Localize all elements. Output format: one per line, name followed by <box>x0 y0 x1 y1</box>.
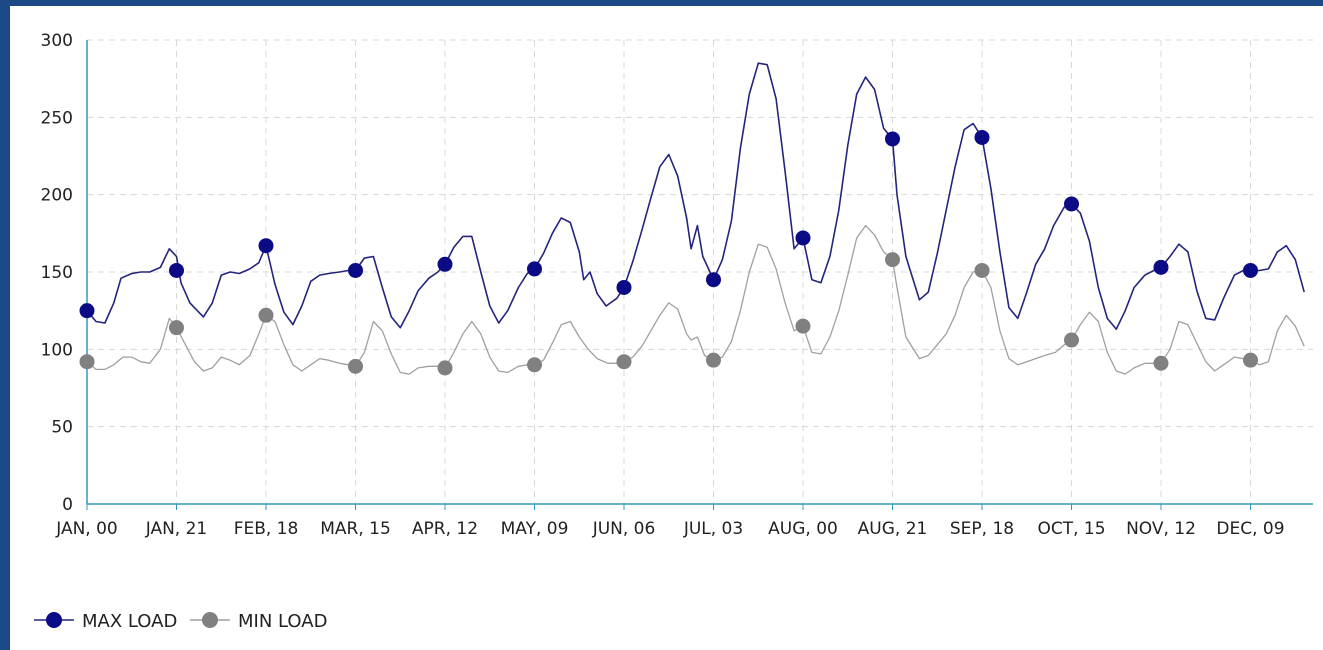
min-load-point <box>527 357 542 373</box>
x-tick-label: AUG, 21 <box>858 519 928 539</box>
x-tick-label: NOV, 12 <box>1126 519 1196 539</box>
y-tick-label: 250 <box>41 108 73 128</box>
max-load-point <box>79 303 95 319</box>
max-load-point <box>974 129 990 145</box>
min-load-point <box>1064 332 1079 348</box>
chart-panel: 0 50 100 150 200 250 300 JAN, 00 JAN, 21 FEB, 18 M… <box>10 6 1323 650</box>
min-load-point <box>1243 352 1258 368</box>
y-tick-label: 0 <box>62 495 73 515</box>
series-markers <box>79 129 1258 376</box>
x-tick-label: JUN, 06 <box>592 519 656 539</box>
y-tick-label: 300 <box>41 31 73 51</box>
min-load-point <box>795 318 811 334</box>
y-tick-label: 50 <box>51 418 73 438</box>
x-tick-label: DEC, 09 <box>1216 519 1284 539</box>
y-tick-label: 200 <box>41 186 73 206</box>
load-line-chart: 0 50 100 150 200 250 300 JAN, 00 JAN, 21 FEB, 18 M… <box>34 31 1313 632</box>
max-load-point <box>795 230 811 246</box>
x-tick-label: APR, 12 <box>412 519 478 539</box>
min-load-point <box>616 354 632 370</box>
max-load-point <box>169 262 184 278</box>
min-load-point <box>348 358 363 374</box>
max-load-point <box>437 256 453 272</box>
max-load-point <box>616 279 632 295</box>
max-load-point <box>258 238 274 254</box>
min-load-point <box>258 307 274 323</box>
x-tick-label: MAY, 09 <box>501 519 569 539</box>
max-load-point <box>527 261 542 277</box>
legend-marker-max-load <box>46 612 62 628</box>
min-load-point <box>437 360 453 376</box>
min-load-point <box>706 352 721 368</box>
x-tick-label: OCT, 15 <box>1037 519 1105 539</box>
max-load-point <box>1153 259 1169 275</box>
x-tick-label: FEB, 18 <box>234 519 299 539</box>
min-load-point <box>169 320 184 336</box>
axes <box>86 40 1313 510</box>
max-load-point <box>348 262 363 278</box>
max-load-line <box>86 62 1305 330</box>
max-load-point <box>1243 262 1258 278</box>
max-load-point <box>706 272 721 288</box>
y-tick-label: 100 <box>41 340 73 360</box>
min-load-line <box>86 224 1305 375</box>
x-tick-label: MAR, 15 <box>320 519 391 539</box>
min-load-point <box>79 354 95 370</box>
grid <box>87 39 1313 504</box>
max-load-point <box>885 131 900 147</box>
x-tick-label: JUL, 03 <box>683 519 743 539</box>
series-lines <box>86 62 1305 375</box>
legend: MAX LOAD MIN LOAD <box>34 611 327 632</box>
x-tick-label: JAN, 21 <box>145 519 208 539</box>
x-tick-label: AUG, 00 <box>768 519 838 539</box>
min-load-point <box>885 252 900 268</box>
y-tick-label: 150 <box>41 263 73 283</box>
min-load-point <box>1153 355 1169 371</box>
legend-label-min-load: MIN LOAD <box>238 611 327 632</box>
x-tick-label: JAN, 00 <box>55 519 118 539</box>
max-load-point <box>1064 196 1079 212</box>
tick-labels: 0 50 100 150 200 250 300 JAN, 00 JAN, 21 FEB, 18 M… <box>41 31 1285 539</box>
legend-marker-min-load <box>202 612 218 628</box>
legend-label-max-load: MAX LOAD <box>82 611 177 632</box>
x-tick-label: SEP, 18 <box>950 519 1014 539</box>
min-load-point <box>974 262 990 278</box>
